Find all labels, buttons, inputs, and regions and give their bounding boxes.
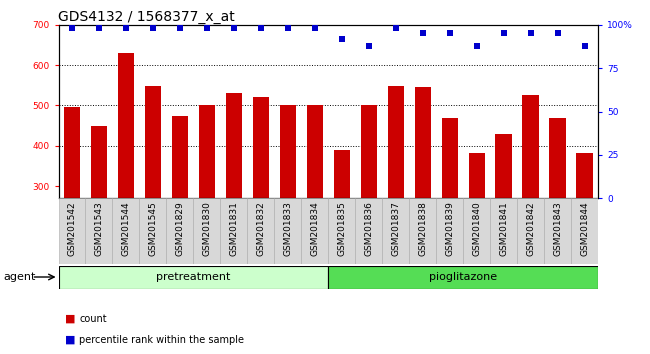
Bar bbox=[328, 198, 355, 264]
Text: GSM201843: GSM201843 bbox=[553, 201, 562, 256]
Text: pretreatment: pretreatment bbox=[156, 272, 231, 282]
Point bbox=[94, 25, 104, 31]
Point bbox=[121, 25, 131, 31]
Bar bbox=[495, 134, 512, 198]
Bar bbox=[140, 198, 166, 264]
Bar bbox=[469, 153, 485, 198]
Bar bbox=[441, 118, 458, 198]
Text: GSM201839: GSM201839 bbox=[445, 201, 454, 256]
Bar bbox=[172, 115, 188, 198]
Point bbox=[175, 25, 185, 31]
Bar bbox=[112, 198, 140, 264]
Bar bbox=[274, 198, 302, 264]
Point bbox=[471, 43, 482, 48]
Bar bbox=[490, 198, 517, 264]
Bar bbox=[194, 198, 220, 264]
Text: agent: agent bbox=[3, 272, 36, 282]
Bar bbox=[58, 266, 328, 289]
Text: GSM201829: GSM201829 bbox=[176, 201, 185, 256]
Text: count: count bbox=[79, 314, 107, 324]
Text: GSM201840: GSM201840 bbox=[472, 201, 481, 256]
Point bbox=[499, 30, 509, 36]
Text: GSM201836: GSM201836 bbox=[364, 201, 373, 256]
Bar bbox=[199, 105, 215, 198]
Text: GDS4132 / 1568377_x_at: GDS4132 / 1568377_x_at bbox=[58, 10, 235, 24]
Text: GSM201838: GSM201838 bbox=[418, 201, 427, 256]
Bar bbox=[253, 97, 269, 198]
Bar bbox=[307, 105, 323, 198]
Text: GSM201543: GSM201543 bbox=[94, 201, 103, 256]
Point bbox=[445, 30, 455, 36]
Bar bbox=[361, 105, 377, 198]
Text: GSM201842: GSM201842 bbox=[526, 201, 535, 256]
Bar bbox=[571, 198, 598, 264]
Bar bbox=[58, 198, 85, 264]
Bar bbox=[333, 150, 350, 198]
Bar bbox=[463, 198, 490, 264]
Bar bbox=[549, 118, 566, 198]
Bar bbox=[544, 198, 571, 264]
Bar bbox=[91, 126, 107, 198]
Bar bbox=[118, 53, 134, 198]
Text: ■: ■ bbox=[65, 314, 75, 324]
Point bbox=[283, 25, 293, 31]
Bar bbox=[355, 198, 382, 264]
Bar bbox=[64, 108, 80, 198]
Bar bbox=[280, 105, 296, 198]
Bar bbox=[387, 86, 404, 198]
Text: pioglitazone: pioglitazone bbox=[429, 272, 497, 282]
Point bbox=[255, 25, 266, 31]
Bar bbox=[415, 87, 431, 198]
Bar bbox=[328, 266, 598, 289]
Point bbox=[552, 30, 563, 36]
Bar bbox=[166, 198, 194, 264]
Text: GSM201830: GSM201830 bbox=[202, 201, 211, 256]
Bar bbox=[517, 198, 544, 264]
Text: GSM201832: GSM201832 bbox=[256, 201, 265, 256]
Bar bbox=[382, 198, 410, 264]
Point bbox=[337, 36, 347, 41]
Text: GSM201844: GSM201844 bbox=[580, 201, 589, 256]
Bar bbox=[85, 198, 112, 264]
Point bbox=[363, 43, 374, 48]
Bar bbox=[436, 198, 463, 264]
Text: GSM201544: GSM201544 bbox=[122, 201, 131, 256]
Text: GSM201545: GSM201545 bbox=[148, 201, 157, 256]
Point bbox=[148, 25, 158, 31]
Point bbox=[67, 25, 77, 31]
Point bbox=[525, 30, 536, 36]
Point bbox=[229, 25, 239, 31]
Bar bbox=[523, 95, 539, 198]
Point bbox=[202, 25, 212, 31]
Bar bbox=[302, 198, 328, 264]
Bar bbox=[226, 93, 242, 198]
Point bbox=[309, 25, 320, 31]
Text: GSM201833: GSM201833 bbox=[283, 201, 292, 256]
Text: GSM201841: GSM201841 bbox=[499, 201, 508, 256]
Text: GSM201835: GSM201835 bbox=[337, 201, 346, 256]
Point bbox=[579, 43, 590, 48]
Point bbox=[417, 30, 428, 36]
Text: GSM201831: GSM201831 bbox=[229, 201, 239, 256]
Text: GSM201834: GSM201834 bbox=[310, 201, 319, 256]
Text: percentile rank within the sample: percentile rank within the sample bbox=[79, 335, 244, 345]
Text: GSM201837: GSM201837 bbox=[391, 201, 400, 256]
Bar bbox=[577, 153, 593, 198]
Point bbox=[391, 25, 401, 31]
Bar bbox=[247, 198, 274, 264]
Text: ■: ■ bbox=[65, 335, 75, 345]
Bar bbox=[145, 86, 161, 198]
Bar bbox=[220, 198, 247, 264]
Text: GSM201542: GSM201542 bbox=[68, 201, 77, 256]
Bar bbox=[410, 198, 436, 264]
